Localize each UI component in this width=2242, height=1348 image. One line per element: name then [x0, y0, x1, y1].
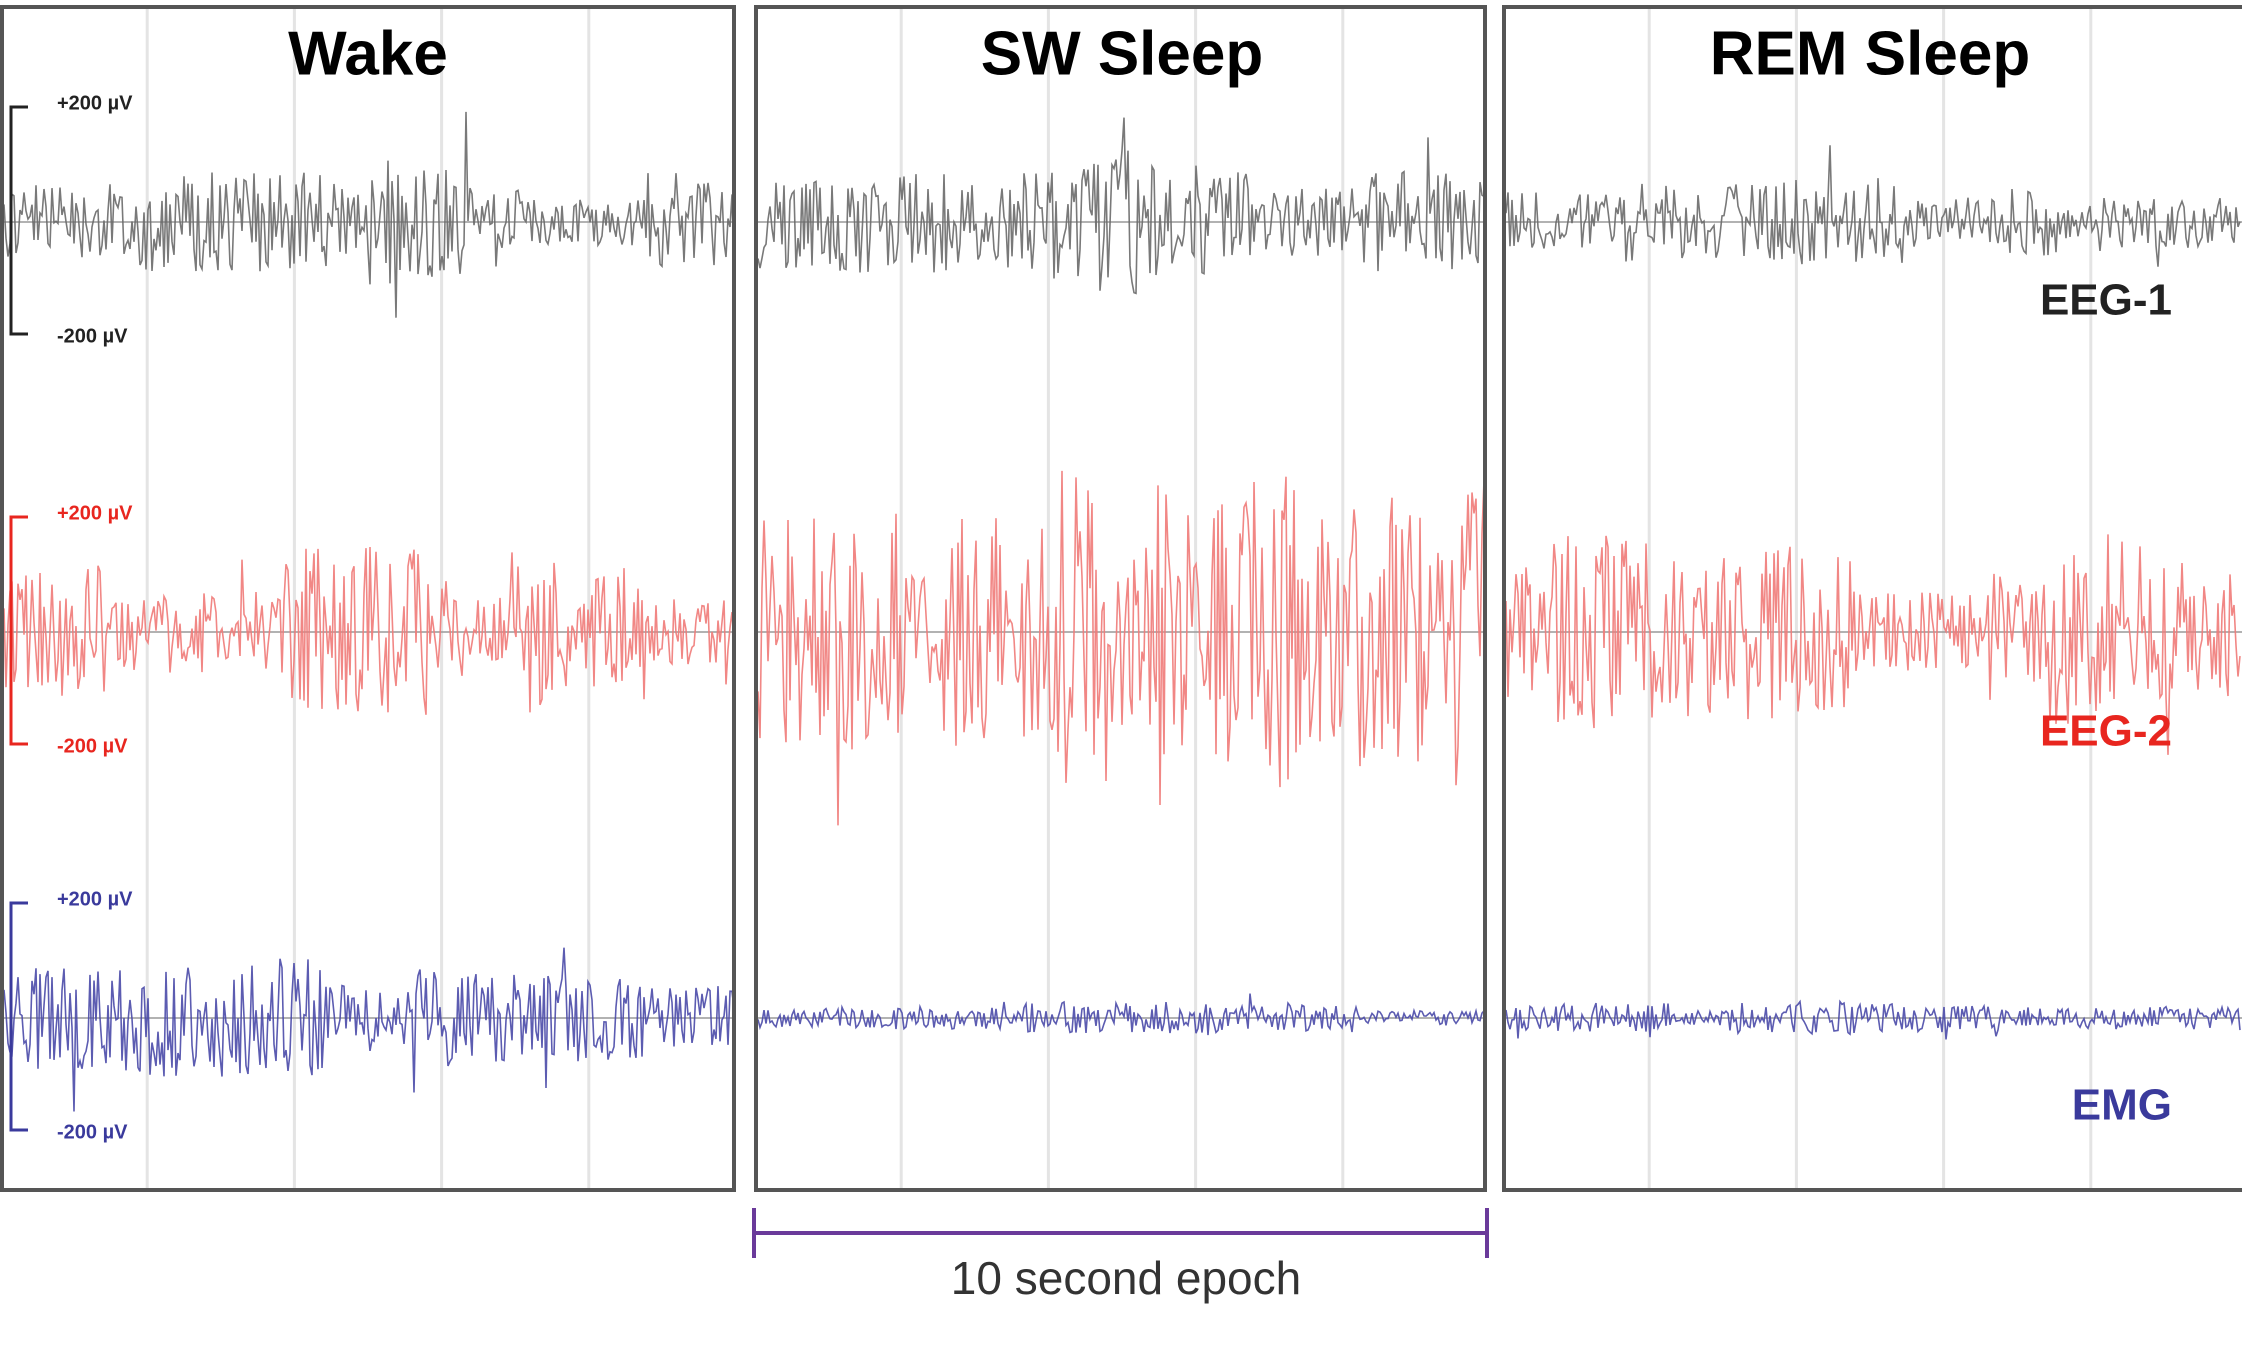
- scale-bottom: -200 µV: [57, 325, 128, 347]
- trace: [1505, 534, 2241, 755]
- scale-top: +200 µV: [57, 888, 133, 910]
- panel-frame: [1502, 5, 2242, 1192]
- epoch-label: 10 second epoch: [951, 1252, 1301, 1304]
- scale-bar: [9, 901, 28, 1132]
- scale-top: +200 µV: [57, 92, 133, 114]
- epoch-bracket: [752, 1208, 1489, 1258]
- trace: [1505, 999, 2241, 1040]
- panel-frame: [754, 5, 1487, 1192]
- channel-label: EEG-2: [2040, 707, 2172, 756]
- scale-bottom: -200 µV: [57, 735, 128, 757]
- trace: [3, 947, 735, 1112]
- scale-bar: [9, 515, 28, 746]
- trace: [3, 111, 735, 318]
- panel-title: SW Sleep: [981, 19, 1264, 88]
- scale-bottom: -200 µV: [57, 1121, 128, 1143]
- trace: [1505, 145, 2241, 267]
- trace: [757, 470, 1487, 826]
- channel-label: EEG-1: [2040, 276, 2172, 325]
- trace: [757, 117, 1487, 295]
- panel-frame: [0, 5, 736, 1192]
- panel-title: Wake: [288, 19, 448, 88]
- trace: [757, 993, 1487, 1036]
- scale-bar: [9, 105, 28, 336]
- scale-top: +200 µV: [57, 502, 133, 524]
- trace: [3, 546, 735, 715]
- channel-label: EMG: [2072, 1081, 2172, 1130]
- panel-title: REM Sleep: [1710, 19, 2030, 88]
